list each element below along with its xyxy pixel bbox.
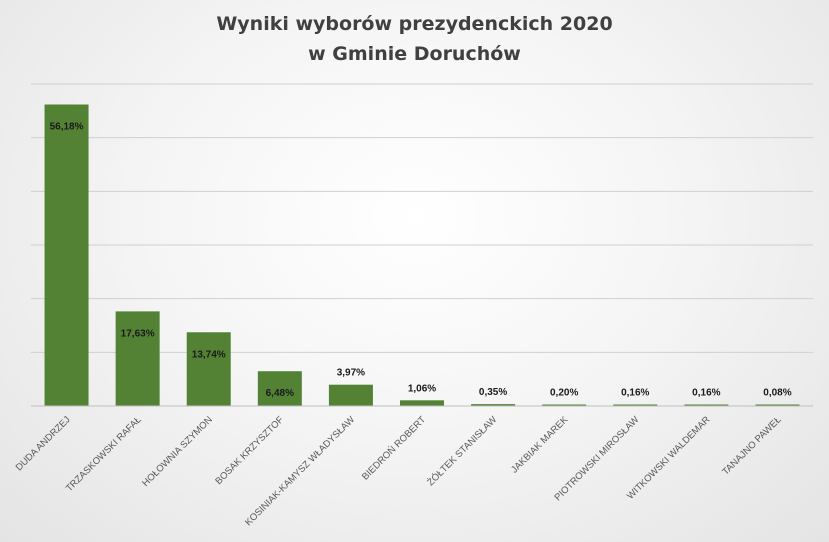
bar-8 <box>542 404 587 406</box>
bar-2 <box>115 311 160 406</box>
chart-title-line-1: Wyniki wyborów prezydenckich 2020 <box>216 13 613 35</box>
bar-1 <box>44 104 89 406</box>
bar-10 <box>684 404 729 406</box>
category-label: TANAJNO PAWEŁ <box>720 414 783 477</box>
data-label: 17,63% <box>121 328 155 339</box>
bar-3 <box>186 332 231 406</box>
bar-7 <box>471 404 516 406</box>
data-label: 0,08% <box>763 388 791 399</box>
category-label: BIEDROŃ ROBERT <box>360 414 428 482</box>
bar-6 <box>400 400 444 406</box>
category-label: ŻÓŁTEK STANISŁAW <box>425 414 499 488</box>
category-label: DUDA ANDRZEJ <box>14 414 73 473</box>
category-label: HOŁOWNIA SZYMON <box>140 414 215 489</box>
category-label: BOSAK KRZYSZTOF <box>213 414 286 487</box>
data-label: 0,35% <box>479 387 507 398</box>
data-label: 13,74% <box>192 349 226 360</box>
data-label: 6,48% <box>266 388 294 399</box>
data-label: 0,20% <box>550 388 578 399</box>
data-label: 0,16% <box>692 388 720 399</box>
category-label: TRZASKOWSKI RAFAŁ <box>64 414 144 494</box>
bar-9 <box>613 404 658 406</box>
data-label: 3,97% <box>337 368 365 379</box>
chart-title-line-2: w Gminie Doruchów <box>308 43 521 65</box>
bar-4 <box>257 371 302 406</box>
category-label: JAKBIAK MAREK <box>509 414 571 476</box>
data-label: 0,16% <box>621 388 649 399</box>
data-label: 1,06% <box>408 383 436 394</box>
data-label: 56,18% <box>50 122 84 133</box>
category-label: WITKOWSKI WALDEMAR <box>625 414 712 501</box>
bar-5 <box>328 384 373 406</box>
bar-11 <box>755 404 800 406</box>
